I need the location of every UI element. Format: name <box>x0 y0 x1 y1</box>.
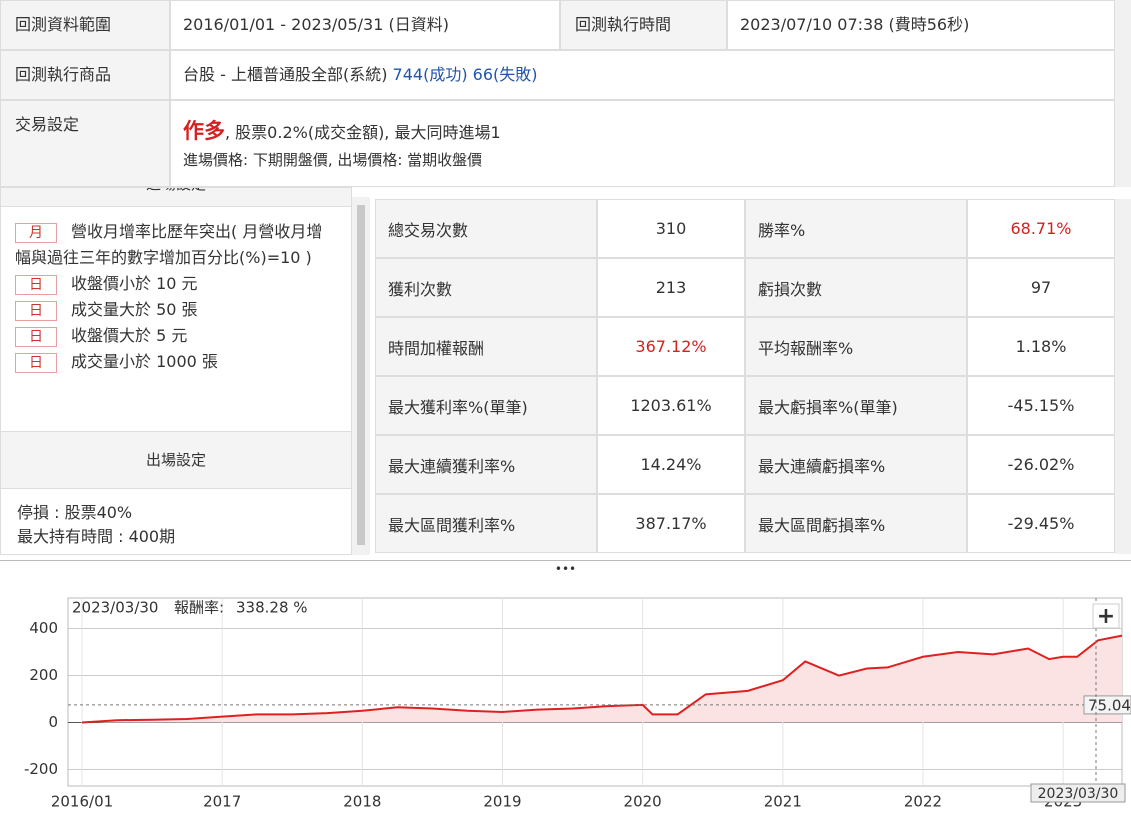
value: 2023/07/10 07:38 (費時56秒) <box>727 0 1115 50</box>
stat-label: 最大連續虧損率% <box>745 435 967 494</box>
y-tick-label: 200 <box>29 666 58 684</box>
tag: 日 <box>15 353 57 373</box>
exit-line: 停損 : 股票40% <box>17 503 133 522</box>
x-tick-label: 2021 <box>764 793 802 811</box>
tag: 日 <box>15 275 57 295</box>
value: 台股 - 上櫃普通股全部(系統) 744(成功) 66(失敗) <box>170 50 1115 100</box>
tag: 日 <box>15 301 57 321</box>
stat-label: 虧損次數 <box>745 258 967 317</box>
stat-value: 68.71% <box>967 199 1115 258</box>
scrollbar[interactable] <box>352 197 370 555</box>
condition: 日收盤價大於 5 元 <box>15 323 337 349</box>
stat-value: 310 <box>597 199 745 258</box>
scrollbar[interactable] <box>1115 199 1131 554</box>
exit-line: 最大持有時間 : 400期 <box>17 527 176 546</box>
x-tick-label: 2016/01 <box>51 793 113 811</box>
scrollbar[interactable] <box>1115 0 1131 187</box>
exit-lines: 停損 : 股票40% 最大持有時間 : 400期 <box>17 501 175 549</box>
x-tick-label: 2019 <box>483 793 521 811</box>
x-tick-label: 2020 <box>624 793 662 811</box>
condition: 日收盤價小於 10 元 <box>15 271 337 297</box>
prices: 進場價格: 下期開盤價, 出場價格: 當期收盤價 <box>183 151 483 169</box>
stat-value: -29.45% <box>967 494 1115 553</box>
stat-value: 97 <box>967 258 1115 317</box>
chart: -200 0 200 400 2016/01 2017 2018 2019 2020 2021 20… <box>24 597 1131 811</box>
x-tick-label: 2018 <box>343 793 381 811</box>
value: 作多, 股票0.2%(成交金額), 最大同時進場1 進場價格: 下期開盤價, 出場… <box>170 100 1115 187</box>
fail-link[interactable]: 66(失敗) <box>472 65 538 84</box>
condition-text: 收盤價小於 10 元 <box>71 274 198 293</box>
stat-label: 時間加權報酬 <box>375 317 597 376</box>
zoom-button[interactable] <box>1092 603 1120 629</box>
stat-value: 387.17% <box>597 494 745 553</box>
y-tick-label: 400 <box>29 619 58 637</box>
stat-label: 獲利次數 <box>375 258 597 317</box>
condition-text: 營收月增率比歷年突出( 月營收月增幅與過往三年的數字增加百分比(%)=10 ) <box>15 222 323 267</box>
stat-value: 14.24% <box>597 435 745 494</box>
x-tick-label: 2017 <box>203 793 241 811</box>
label: 回測執行商品 <box>0 50 170 100</box>
stat-value: -26.02% <box>967 435 1115 494</box>
line <box>81 634 1123 724</box>
x-tick-label: 2022 <box>904 793 942 811</box>
condition-text: 成交量大於 50 張 <box>71 300 198 319</box>
reference-label: 75.04 <box>1088 696 1131 714</box>
stat-label: 最大區間虧損率% <box>745 494 967 553</box>
label: 回測資料範圍 <box>0 0 170 50</box>
stat-label: 最大區間獲利率% <box>375 494 597 553</box>
tag: 日 <box>15 327 57 347</box>
cursor-box <box>1030 783 1126 803</box>
stat-value: 213 <box>597 258 745 317</box>
label: 交易設定 <box>0 100 170 187</box>
condition-text: 收盤價大於 5 元 <box>71 326 188 345</box>
label: 回測執行時間 <box>560 0 727 50</box>
condition-text: 成交量小於 1000 張 <box>71 352 218 371</box>
zoom-label: + <box>1097 604 1115 629</box>
stat-label: 平均報酬率% <box>745 317 967 376</box>
fees: , 股票0.2%(成交金額), 最大同時進場1 <box>225 123 501 142</box>
stat-label: 最大連續獲利率% <box>375 435 597 494</box>
success-link[interactable]: 744(成功) <box>392 65 468 84</box>
stat-label: 最大獲利率%(單筆) <box>375 376 597 435</box>
area <box>82 635 1122 723</box>
stat-label: 勝率% <box>745 199 967 258</box>
return-value: 338.28 % <box>236 599 308 617</box>
exit-title: 出場設定 <box>1 431 351 489</box>
stat-value: 367.12% <box>597 317 745 376</box>
condition: 月營收月增率比歷年突出( 月營收月增幅與過往三年的數字增加百分比(%)=10 ) <box>15 219 337 271</box>
condition: 日成交量小於 1000 張 <box>15 349 337 375</box>
stat-label: 總交易次數 <box>375 199 597 258</box>
stat-value: 1203.61% <box>597 376 745 435</box>
stat-label: 最大虧損率%(單筆) <box>745 376 967 435</box>
product: 台股 - 上櫃普通股全部(系統) <box>183 65 388 84</box>
stat-value: -45.15% <box>967 376 1115 435</box>
tag: 月 <box>15 223 57 243</box>
value: 2016/01/01 - 2023/05/31 (日資料) <box>170 0 560 50</box>
cursor-label: 2023/03/30 <box>1038 786 1119 802</box>
y-tick-label: 0 <box>48 713 58 731</box>
direction: 作多 <box>183 119 225 143</box>
entry-title: 進場設定 <box>1 188 351 207</box>
splitter[interactable]: ••• <box>0 560 1131 576</box>
date-label: 2023/03/30 <box>72 599 158 617</box>
conditions: 月營收月增率比歷年突出( 月營收月增幅與過往三年的數字增加百分比(%)=10 )… <box>1 207 351 375</box>
stat-value: 1.18% <box>967 317 1115 376</box>
return-label: 報酬率: <box>174 599 224 617</box>
stats-table: 總交易次數 310 勝率% 68.71% 獲利次數 213 虧損次數 97 時間加權報酬 367.… <box>375 199 1115 554</box>
scroll-thumb[interactable] <box>357 205 365 545</box>
condition: 日成交量大於 50 張 <box>15 297 337 323</box>
y-tick-label: -200 <box>24 760 58 778</box>
